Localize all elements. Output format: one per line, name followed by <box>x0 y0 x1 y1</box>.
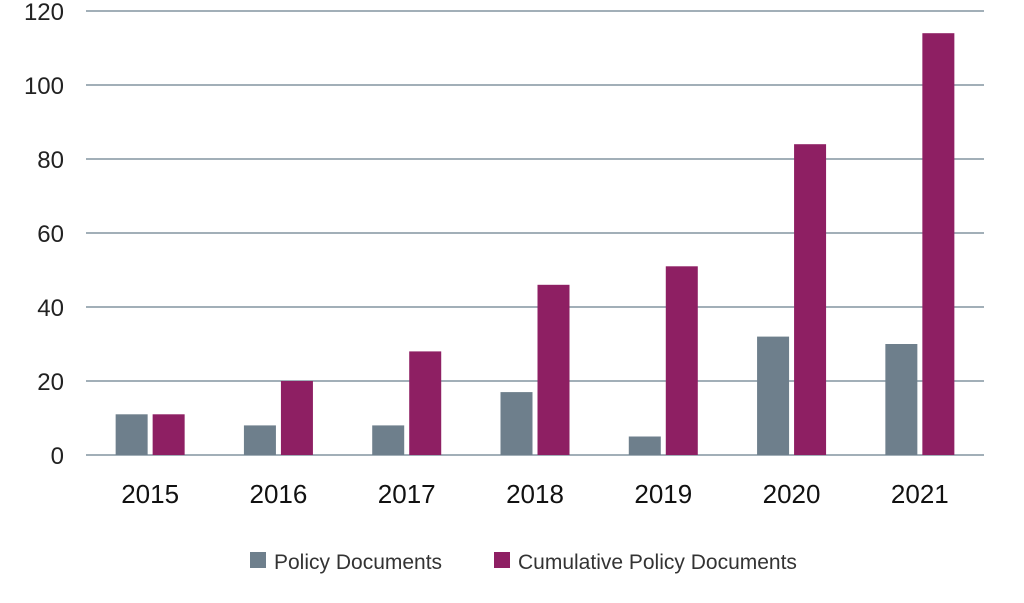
y-tick-label: 20 <box>37 369 64 396</box>
legend-label-policy-documents: Policy Documents <box>274 551 442 574</box>
legend-label-cumulative-policy-documents: Cumulative Policy Documents <box>518 551 797 574</box>
legend-swatch-policy-documents <box>250 552 266 568</box>
bar-cumulative-policy-documents-2017 <box>409 351 442 455</box>
x-tick-label: 2018 <box>506 479 564 509</box>
gridlines <box>86 10 984 456</box>
x-tick-label: 2019 <box>634 479 692 509</box>
y-axis-ticks: 0 20 40 60 80 100 120 <box>24 0 64 470</box>
x-tick-label: 2021 <box>891 479 949 509</box>
bar-policy-documents-2017 <box>372 425 405 455</box>
bar-policy-documents-2015 <box>115 414 148 455</box>
bars <box>115 33 955 455</box>
bar-cumulative-policy-documents-2015 <box>152 414 185 455</box>
y-tick-label: 60 <box>37 221 64 248</box>
bar-policy-documents-2016 <box>243 425 276 455</box>
x-tick-label: 2017 <box>378 479 436 509</box>
x-axis-ticks: 2015 2016 2017 2018 2019 2020 2021 <box>121 479 949 509</box>
bar-policy-documents-2018 <box>500 392 533 455</box>
bar-cumulative-policy-documents-2019 <box>665 266 698 455</box>
x-tick-label: 2020 <box>763 479 821 509</box>
bar-policy-documents-2021 <box>885 344 918 455</box>
x-tick-label: 2016 <box>250 479 308 509</box>
bar-policy-documents-2020 <box>757 336 790 455</box>
y-tick-label: 40 <box>37 295 64 322</box>
legend-swatch-cumulative-policy-documents <box>494 552 510 568</box>
y-tick-label: 100 <box>24 73 64 100</box>
bar-cumulative-policy-documents-2021 <box>922 33 955 455</box>
y-tick-label: 120 <box>24 0 64 26</box>
bar-cumulative-policy-documents-2016 <box>280 381 313 455</box>
y-tick-label: 0 <box>51 443 64 470</box>
bar-cumulative-policy-documents-2018 <box>537 284 570 455</box>
bar-policy-documents-2019 <box>628 436 661 455</box>
x-tick-label: 2015 <box>121 479 179 509</box>
legend: Policy Documents Cumulative Policy Docum… <box>250 551 797 574</box>
bar-cumulative-policy-documents-2020 <box>794 144 827 455</box>
y-tick-label: 80 <box>37 147 64 174</box>
